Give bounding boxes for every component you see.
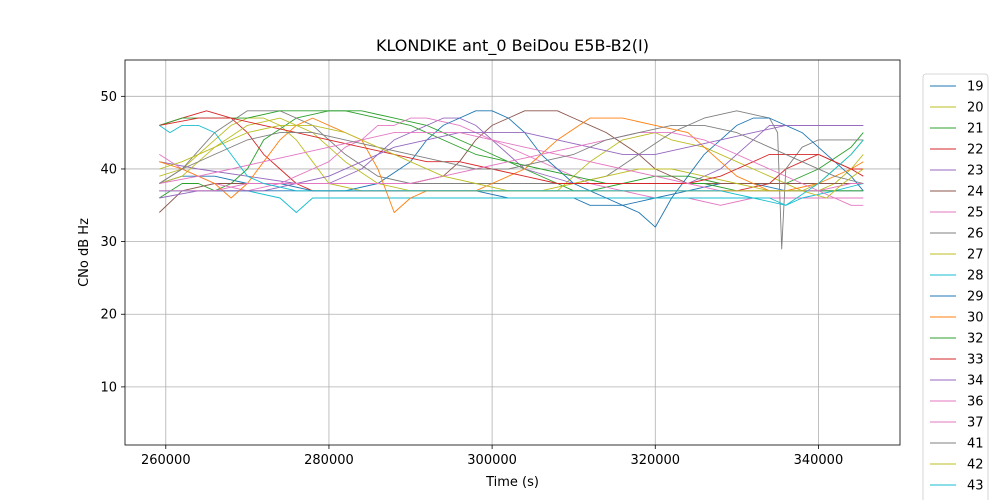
y-axis-label: CNo dB Hz [77,218,92,287]
y-tick-label: 10 [100,380,117,395]
axes-frame [124,59,901,446]
series-line-25 [159,117,864,206]
legend-label-36: 36 [967,395,984,410]
legend-label-41: 41 [967,437,984,452]
series-line-41 [159,124,864,184]
x-tick-label: 320000 [630,453,680,468]
y-axis: 10 20 30 40 50 [100,90,125,395]
legend-label-43: 43 [967,479,984,494]
x-tick-label: 260000 [141,453,191,468]
grid [125,60,900,445]
series-line-43 [159,124,864,206]
legend-label-37: 37 [967,416,984,431]
legend-label-23: 23 [967,164,984,179]
y-tick-label: 30 [100,235,117,250]
x-tick-label: 300000 [467,453,517,468]
legend-label-24: 24 [967,185,984,200]
legend-label-25: 25 [967,206,984,221]
legend-label-29: 29 [967,290,984,305]
x-axis: 260000 280000 300000 320000 340000 [141,445,843,468]
series-line-34 [159,124,864,199]
legend-label-27: 27 [967,248,984,263]
legend-label-19: 19 [967,80,984,95]
legend-label-33: 33 [967,353,984,368]
series-line-28 [159,183,864,213]
legend: 19 20 21 22 23 24 25 26 27 28 29 30 32 33 34 36 37 41 42 43 [922,73,989,500]
plot-area [158,110,864,250]
legend-label-26: 26 [967,227,984,242]
series-line-23 [159,117,864,184]
legend-label-21: 21 [967,122,984,137]
legend-label-28: 28 [967,269,984,284]
legend-label-34: 34 [967,374,984,389]
chart-title: KLONDIKE ant_0 BeiDou E5B-B2(I) [376,36,649,56]
legend-frame [922,73,989,500]
legend-label-22: 22 [967,143,984,158]
x-tick-label: 340000 [794,453,844,468]
legend-label-42: 42 [967,458,984,473]
legend-label-32: 32 [967,332,984,347]
y-tick-label: 20 [100,308,117,323]
x-tick-label: 280000 [304,453,354,468]
y-tick-label: 50 [100,90,117,105]
legend-label-30: 30 [967,311,984,326]
series-line-37 [159,132,864,206]
legend-label-20: 20 [967,101,984,116]
x-axis-label: Time (s) [485,475,539,490]
series-line-33 [159,117,864,184]
y-tick-label: 40 [100,162,117,177]
